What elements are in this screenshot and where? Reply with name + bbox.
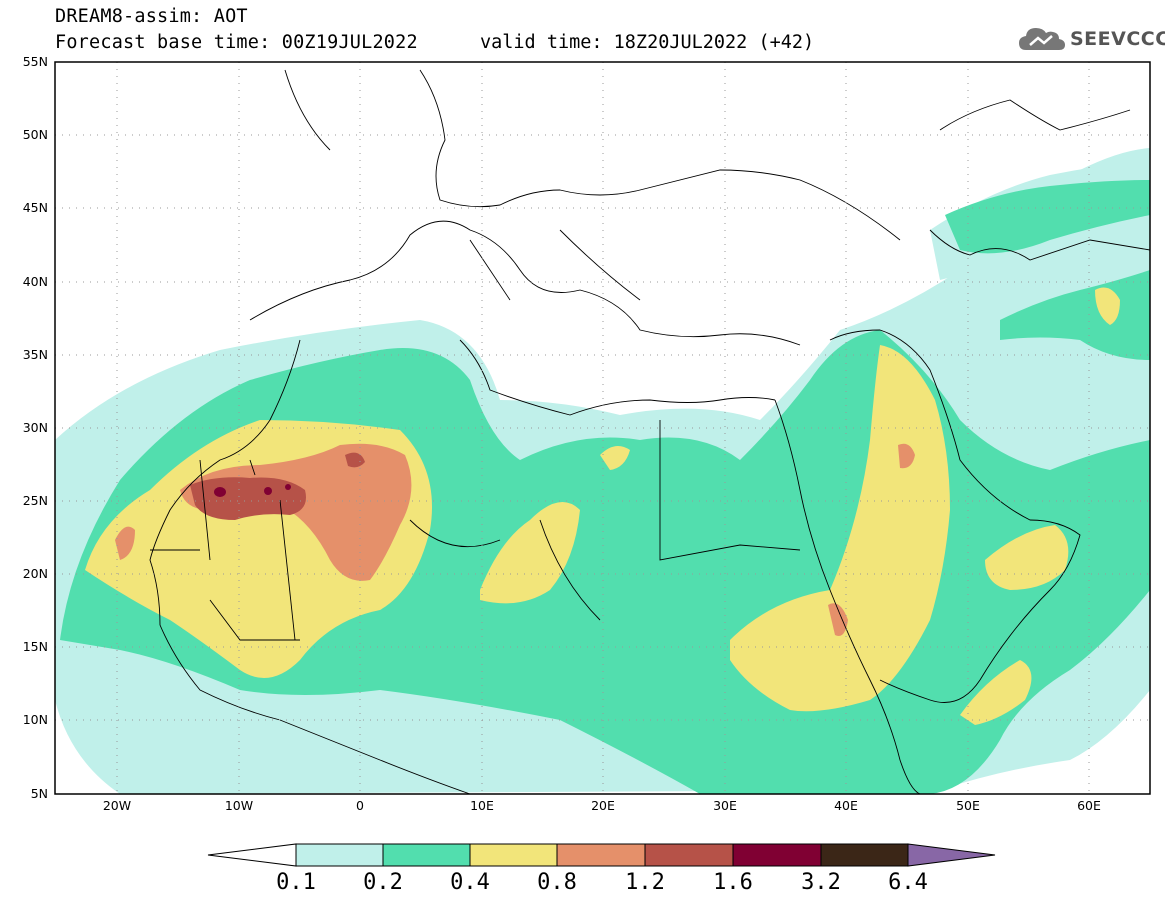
colorbar-box <box>556 843 646 867</box>
lon-tick-label: 10W <box>225 798 253 813</box>
lat-tick-label: 50N <box>23 127 48 142</box>
colorbar-box <box>469 843 558 867</box>
colorbar-box <box>820 843 909 867</box>
lon-tick-label: 30E <box>713 798 737 813</box>
lon-tick-label: 40E <box>834 798 858 813</box>
lon-tick-label: 50E <box>956 798 980 813</box>
coastlines <box>149 69 1150 794</box>
lon-tick-label: 10E <box>470 798 494 813</box>
lat-tick-label: 20N <box>23 566 48 581</box>
colorbar-box <box>644 843 734 867</box>
lat-tick-label: 25N <box>23 493 48 508</box>
lat-tick-label: 40N <box>23 274 48 289</box>
lat-tick-label: 5N <box>31 786 48 801</box>
colorbar-arrow-left <box>207 843 297 867</box>
lat-axis: 5N 10N 15N 20N 25N 30N 35N 40N 45N 50N 5… <box>23 54 48 801</box>
lat-tick-label: 10N <box>23 712 48 727</box>
lon-axis: 20W 10W 0 10E 20E 30E 40E 50E 60E <box>103 798 1101 813</box>
colorbar-label: 1.2 <box>625 870 665 895</box>
colorbar-box <box>732 843 822 867</box>
colorbar-label: 1.6 <box>713 870 753 895</box>
colorbar-box <box>295 843 384 867</box>
aot-fields <box>55 148 1150 794</box>
lon-tick-label: 20E <box>591 798 615 813</box>
seevccc-logo: SEEVCCC <box>1018 24 1165 56</box>
colorbar-box <box>382 843 471 867</box>
lat-tick-label: 15N <box>23 639 48 654</box>
colorbar-label: 6.4 <box>888 870 928 895</box>
forecast-base-time: Forecast base time: 00Z19JUL2022 <box>55 32 418 53</box>
map-title: DREAM8-assim: AOT <box>55 6 248 27</box>
aot-band-1.6 <box>214 484 291 497</box>
logo-text: SEEVCCC <box>1070 28 1165 50</box>
colorbar-label: 0.8 <box>537 870 577 895</box>
colorbar-label: 0.2 <box>363 870 403 895</box>
lat-tick-label: 45N <box>23 200 48 215</box>
lon-tick-label: 0 <box>356 798 364 813</box>
colorbar <box>207 843 996 867</box>
lon-tick-label: 20W <box>103 798 131 813</box>
lat-tick-label: 55N <box>23 54 48 69</box>
colorbar-label: 0.1 <box>276 870 316 895</box>
graticule <box>55 62 1150 794</box>
colorbar-arrow-right <box>907 843 996 867</box>
valid-time: valid time: 18Z20JUL2022 (+42) <box>480 32 815 53</box>
lat-tick-label: 30N <box>23 420 48 435</box>
colorbar-label: 3.2 <box>801 870 841 895</box>
colorbar-label: 0.4 <box>450 870 490 895</box>
lat-tick-label: 35N <box>23 347 48 362</box>
lon-tick-label: 60E <box>1077 798 1101 813</box>
map-frame <box>54 61 1151 795</box>
cloud-icon <box>1019 28 1065 50</box>
